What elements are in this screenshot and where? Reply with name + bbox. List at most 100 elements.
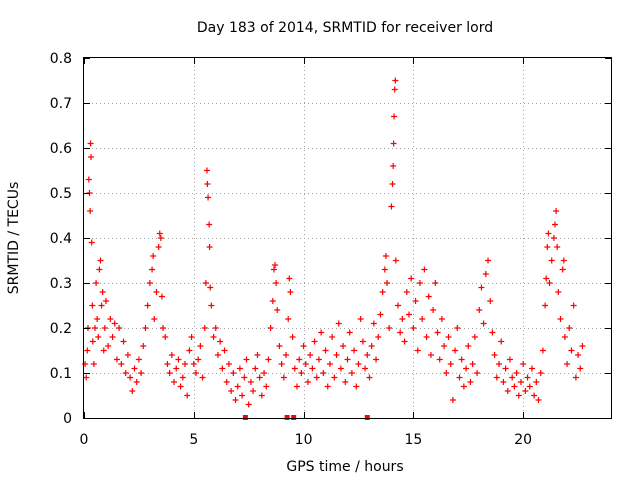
data-point [287, 289, 294, 295]
data-point [447, 361, 454, 367]
data-point [542, 302, 549, 309]
data-point [232, 397, 239, 403]
data-point [498, 338, 505, 345]
data-point [267, 325, 274, 331]
data-point [311, 338, 318, 345]
missing-data-marker [291, 415, 297, 420]
data-point [100, 347, 107, 354]
data-point [182, 361, 189, 367]
y-tick-label: 0.3 [50, 276, 72, 292]
y-tick-label: 0.1 [50, 366, 72, 382]
data-point [296, 356, 303, 363]
data-point [94, 316, 101, 322]
data-point [560, 257, 567, 264]
data-point [570, 302, 577, 309]
data-point [164, 361, 171, 367]
data-point [318, 329, 325, 336]
data-point [554, 244, 561, 250]
y-axis-title: SRMTID / TECUs [6, 182, 22, 295]
data-point [391, 113, 398, 120]
data-point [531, 392, 538, 399]
data-point [535, 397, 542, 403]
data-point [449, 397, 456, 403]
data-point [416, 280, 423, 286]
data-point [456, 374, 463, 381]
data-point [239, 392, 246, 399]
data-point [559, 266, 566, 273]
data-point [430, 307, 437, 313]
data-point [304, 379, 311, 385]
data-point [408, 275, 415, 282]
data-point [377, 311, 384, 318]
data-point [210, 334, 217, 340]
missing-data-markers [242, 415, 370, 420]
data-point [101, 325, 108, 331]
data-point [460, 383, 467, 390]
data-point [273, 280, 280, 286]
missing-data-marker [284, 415, 290, 420]
data-point [199, 374, 206, 381]
data-point [511, 383, 518, 390]
data-point [82, 361, 89, 367]
data-point [397, 329, 404, 336]
data-point [412, 298, 419, 304]
data-point [293, 383, 300, 390]
data-point [348, 370, 355, 376]
data-point [423, 334, 430, 340]
x-tick-label: 20 [514, 432, 532, 448]
data-point [414, 347, 421, 354]
data-point [487, 298, 494, 304]
data-point [109, 334, 116, 340]
data-point [568, 347, 575, 354]
data-point [118, 361, 125, 367]
data-point [382, 253, 389, 259]
data-point [188, 334, 195, 340]
data-point [160, 325, 167, 331]
y-tick-label: 0.2 [50, 321, 72, 337]
data-point [427, 352, 434, 358]
data-point [138, 370, 145, 376]
data-point [522, 388, 529, 394]
data-point [276, 343, 283, 349]
data-point [278, 361, 285, 367]
data-point [454, 325, 461, 331]
data-point [502, 365, 509, 372]
data-point [575, 352, 582, 358]
data-point [133, 379, 140, 385]
data-point [366, 374, 373, 381]
data-point [478, 284, 485, 291]
missing-data-marker [364, 415, 370, 420]
data-point [388, 203, 395, 210]
y-tick-labels: 0 0.1 0.2 0.3 0.4 0.5 0.6 0.7 0.8 [50, 51, 72, 427]
data-point [269, 298, 276, 304]
data-point [113, 356, 120, 363]
data-point [322, 347, 329, 354]
data-point [192, 370, 199, 376]
data-point [375, 334, 382, 340]
data-point [99, 289, 106, 295]
data-point [506, 356, 513, 363]
data-point [88, 154, 95, 160]
data-point [157, 235, 164, 241]
data-point [373, 356, 380, 363]
data-point [175, 356, 182, 363]
data-point [458, 356, 465, 363]
data-point [326, 361, 333, 367]
data-point [131, 365, 138, 372]
x-tick-label: 5 [189, 432, 198, 448]
data-point [489, 329, 496, 336]
data-point [151, 316, 158, 322]
data-point [129, 388, 136, 394]
data-point [395, 302, 402, 309]
data-point [399, 316, 406, 322]
data-point [337, 365, 344, 372]
data-point [389, 181, 396, 187]
data-point [441, 343, 448, 349]
data-point [197, 343, 204, 349]
data-point [236, 365, 243, 372]
data-point [513, 370, 520, 376]
data-point [370, 320, 377, 327]
data-point [359, 338, 366, 345]
data-point [149, 266, 156, 273]
